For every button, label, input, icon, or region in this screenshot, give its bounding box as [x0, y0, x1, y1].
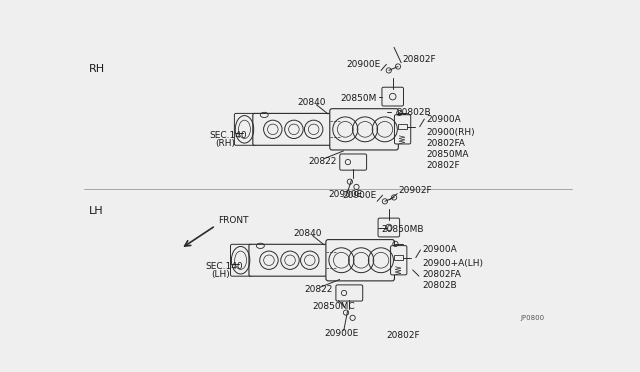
Text: 20850MC: 20850MC: [312, 302, 355, 311]
FancyBboxPatch shape: [249, 244, 328, 276]
FancyBboxPatch shape: [230, 244, 252, 276]
FancyBboxPatch shape: [253, 113, 332, 145]
Text: 20850M: 20850M: [340, 94, 376, 103]
Text: RH: RH: [90, 64, 106, 74]
Text: 20900A: 20900A: [427, 115, 461, 124]
Text: (LH): (LH): [211, 270, 230, 279]
Text: JP0800: JP0800: [520, 315, 545, 321]
Bar: [394, 255, 403, 260]
Text: 20802F: 20802F: [427, 161, 460, 170]
Text: 20822: 20822: [305, 285, 333, 294]
FancyBboxPatch shape: [382, 87, 403, 106]
FancyBboxPatch shape: [390, 246, 407, 275]
Text: 20900E: 20900E: [324, 329, 358, 338]
FancyBboxPatch shape: [394, 115, 411, 144]
FancyBboxPatch shape: [330, 109, 398, 150]
Text: (RH): (RH): [215, 139, 235, 148]
Text: 20902F: 20902F: [399, 186, 433, 195]
Text: 20802B: 20802B: [397, 108, 431, 117]
Text: 20802FA: 20802FA: [427, 139, 465, 148]
Text: 20850MA: 20850MA: [427, 150, 469, 159]
FancyBboxPatch shape: [234, 113, 256, 145]
Text: 20802FA: 20802FA: [423, 270, 461, 279]
Text: 20900E: 20900E: [342, 191, 376, 200]
Text: 20850MB: 20850MB: [381, 225, 424, 234]
Text: 20900(RH): 20900(RH): [427, 128, 476, 137]
Text: 20802F: 20802F: [386, 331, 420, 340]
Text: 20900+A(LH): 20900+A(LH): [423, 259, 484, 268]
FancyBboxPatch shape: [326, 240, 394, 281]
Text: 20900E: 20900E: [346, 60, 380, 69]
FancyBboxPatch shape: [336, 285, 363, 301]
Text: 20840: 20840: [297, 98, 326, 107]
Text: 20822: 20822: [308, 157, 337, 166]
FancyBboxPatch shape: [340, 154, 367, 170]
Text: 20900A: 20900A: [423, 246, 458, 254]
Text: FRONT: FRONT: [218, 216, 248, 225]
Bar: [398, 124, 407, 129]
Text: LH: LH: [90, 206, 104, 217]
Text: 20840: 20840: [293, 229, 322, 238]
Text: SEC.140: SEC.140: [210, 131, 247, 140]
Text: SEC.140: SEC.140: [205, 262, 243, 271]
Text: 20900E: 20900E: [328, 190, 362, 199]
Text: 20802B: 20802B: [423, 281, 458, 290]
Text: 20802F: 20802F: [403, 55, 436, 64]
FancyBboxPatch shape: [378, 218, 399, 237]
